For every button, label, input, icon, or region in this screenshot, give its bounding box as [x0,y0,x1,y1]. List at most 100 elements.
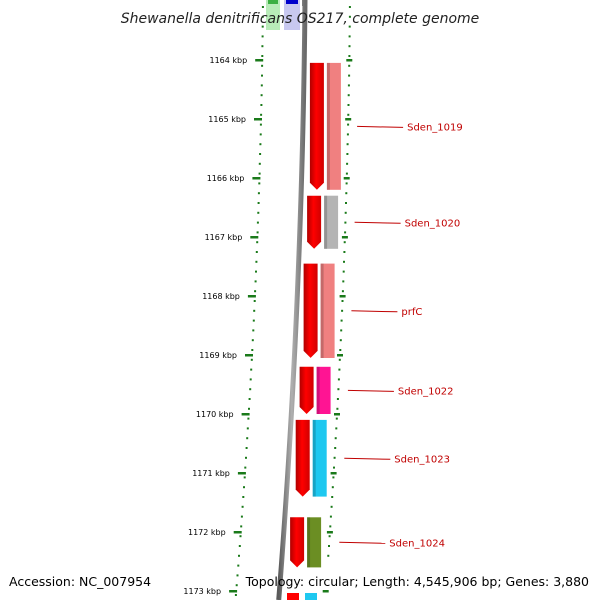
ring-dot [346,153,349,155]
tick-mark [247,295,256,298]
outer-tick-mark [326,531,333,534]
gene-label[interactable]: Sden_1019 [407,122,463,133]
ring-dot [348,74,351,77]
ring-dot [234,594,237,596]
outer-tick-mark [339,295,346,298]
cds-arrow[interactable] [295,419,310,497]
top-feature-blue [284,0,300,30]
ring-dot [259,123,262,126]
gene-label[interactable]: Sden_1023 [394,454,450,465]
tick-mark [250,236,259,239]
cds-arrow[interactable] [307,195,322,249]
gene-label[interactable]: prfC [401,307,422,318]
outer-tick-mark [341,236,348,239]
ring-dot [327,554,330,557]
cog-bar[interactable] [324,195,339,249]
ring-dot [238,545,241,547]
ring-dot [261,74,263,77]
label-leader [339,541,386,544]
cds-arrow[interactable] [299,366,314,414]
tick-ring [234,6,264,596]
ring-dot [261,6,264,8]
ring-dot [345,202,347,204]
ring-dot [343,251,346,253]
cog-bar[interactable] [307,517,322,568]
ring-dot [250,358,253,361]
ring-dot [348,64,351,67]
top-feature-blue-dark [286,0,298,4]
bottom-feature-red [287,593,299,600]
gene-label[interactable]: Sden_1024 [389,538,445,549]
ring-dot [245,447,248,449]
label-leader [354,221,401,224]
ring-dot [235,584,238,587]
ring-dot [260,113,263,116]
ring-dot [341,290,344,293]
topology-label: Topology: circular; Length: 4,545,906 bp… [245,574,589,589]
outer-ring [327,6,351,557]
ring-dot [348,55,351,57]
ring-dot [255,251,258,253]
cds-arrow[interactable] [309,62,324,190]
ring-dot [249,378,252,381]
ring-dot [249,388,252,391]
ring-dot [261,35,264,38]
ring-dot [339,349,342,351]
ring-dot [250,368,253,371]
outer-tick-mark [346,59,353,62]
ring-dot [238,554,240,557]
ring-dot [346,143,349,146]
tick-mark [245,354,253,357]
gene-label[interactable]: Sden_1020 [405,218,461,229]
gene-features: Sden_1019 Sden_1020 prfC Sden_1022 Sden_1023… [290,62,463,568]
outer-tick-mark [343,177,350,180]
cog-bar-shade [320,263,324,358]
ring-dot [328,535,331,538]
label-leader [344,457,391,460]
ring-dot [338,368,341,371]
ring-dot [254,280,257,283]
cog-bar-shade [326,62,330,190]
ring-dot [258,172,261,175]
ring-dot [241,505,244,508]
ring-dot [342,270,345,273]
ring-dot [348,25,351,28]
ring-dot [259,153,262,155]
ring-dot [258,182,261,185]
tick-label: 1168 kbp [202,292,240,301]
gene-label[interactable]: Sden_1022 [398,386,454,397]
tick-label: 1169 kbp [199,351,237,360]
ring-dot [259,143,262,146]
ring-dot [340,329,343,332]
ring-dot [261,55,264,57]
ring-dot [348,45,351,48]
ring-dot [330,505,333,508]
ring-dot [255,270,257,273]
cog-bar[interactable] [312,419,327,497]
tick-mark [252,177,261,180]
ring-dot [338,358,341,361]
ring-dot [348,6,351,8]
ring-dot [343,241,346,244]
ring-dot [261,25,264,28]
genome-backbone [276,0,308,600]
ring-dot [253,309,256,312]
ring-dot [252,319,255,322]
ring-dot [347,113,350,116]
ring-dot [333,466,335,469]
ring-dot [252,329,255,332]
ring-dot [335,427,338,430]
ring-dot [251,349,254,351]
cds-arrow[interactable] [303,263,318,358]
ring-dot [337,378,340,381]
ring-dot [331,486,334,489]
cds-arrow[interactable] [290,517,305,568]
ring-dot [243,486,245,489]
ring-dot [260,94,263,97]
cog-bar[interactable] [326,62,341,190]
ring-dot [256,221,259,224]
cog-bar[interactable] [320,263,335,358]
ring-dot [344,211,347,214]
cog-bar[interactable] [316,366,331,414]
